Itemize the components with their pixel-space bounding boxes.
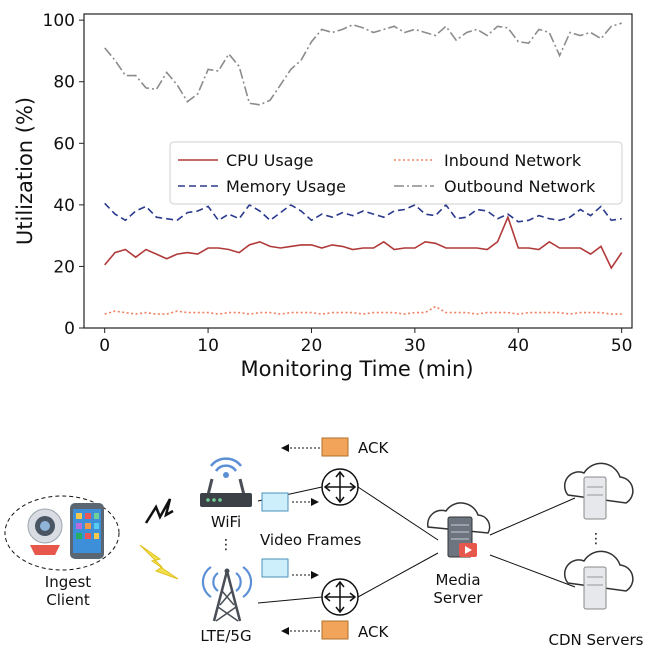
- webcam-icon: [27, 508, 63, 555]
- ack-top-label: ACK: [358, 439, 389, 457]
- video-frames-label: Video Frames: [260, 531, 362, 549]
- video-packet-icon: [261, 492, 289, 512]
- video-packet-icon: [261, 558, 289, 578]
- video-packet-top: [261, 492, 319, 512]
- series-lines: [104, 22, 623, 315]
- x-axis: 0 10 20 30 40 50: [99, 328, 632, 356]
- x-tick-label: 50: [611, 336, 633, 356]
- x-tick-label: 0: [99, 336, 110, 356]
- legend-box: [169, 141, 623, 205]
- series-line-memory-usage: [104, 202, 622, 223]
- legend-label-outbound: Outbound Network: [444, 177, 596, 196]
- wireless-link-cellular-icon: [139, 544, 179, 580]
- plot-frame: [83, 13, 633, 329]
- video-packet-bottom: [261, 558, 319, 579]
- x-tick-label: 20: [301, 336, 323, 356]
- y-tick-label: 100: [43, 11, 75, 31]
- series-line-outbound-network: [104, 22, 622, 106]
- y-axis: 0 20 40 60 80 100: [43, 11, 84, 339]
- ingest-client-label-line2: Client: [46, 591, 90, 609]
- y-tick-label: 60: [53, 134, 75, 154]
- x-tick-label: 40: [507, 336, 529, 356]
- media-server-label-line2: Server: [433, 589, 483, 607]
- wifi-router-icon: [200, 457, 252, 507]
- cell-tower-icon: [201, 566, 253, 622]
- legend: CPU Usage Memory Usage Inbound Network O…: [169, 141, 623, 205]
- ingest-client-boundary: [4, 495, 120, 571]
- streaming-architecture-diagram: Ingest Client WiFi ⋮ LTE/5G: [4, 437, 644, 649]
- ack-bottom: ACK: [281, 620, 389, 641]
- series-line-cpu-usage: [104, 214, 623, 270]
- media-server-icon: [426, 502, 491, 558]
- router-bottom-icon: [321, 578, 359, 616]
- legend-label-inbound: Inbound Network: [444, 151, 582, 170]
- utilization-chart: 0 20 40 60 80 100 0 10 20 30 40 50 Utilization (%)…: [13, 11, 633, 381]
- wifi-label: WiFi: [211, 513, 241, 531]
- x-tick-label: 30: [404, 336, 426, 356]
- cdn-server-top-icon: [563, 462, 634, 520]
- access-ellipsis: ⋮: [219, 537, 233, 553]
- ack-packet-icon: [321, 620, 349, 640]
- series-line-inbound-network: [104, 305, 622, 315]
- cdn-ellipsis: ⋮: [589, 531, 603, 547]
- router-top-icon: [321, 468, 359, 506]
- x-tick-label: 10: [197, 336, 219, 356]
- y-tick-label: 20: [53, 257, 75, 277]
- legend-label-cpu: CPU Usage: [226, 151, 313, 170]
- y-tick-label: 40: [53, 196, 75, 216]
- lte-label: LTE/5G: [200, 627, 251, 645]
- y-tick-label: 0: [64, 319, 75, 339]
- x-axis-label: Monitoring Time (min): [240, 357, 473, 381]
- cdn-servers-label: CDN Servers: [548, 631, 643, 649]
- cdn-server-bottom-icon: [563, 550, 634, 610]
- y-axis-label: Utilization (%): [13, 97, 37, 245]
- media-server-label-line1: Media: [435, 571, 480, 589]
- ack-bottom-label: ACK: [358, 623, 389, 641]
- ingest-client: Ingest Client: [4, 495, 120, 609]
- y-tick-label: 80: [53, 73, 75, 93]
- ack-top: ACK: [281, 437, 389, 457]
- connection-lines: [257, 486, 576, 604]
- wireless-link-wifi-icon: [144, 498, 174, 524]
- legend-label-memory: Memory Usage: [226, 177, 346, 196]
- smartphone-icon: [70, 503, 104, 559]
- ack-packet-icon: [321, 437, 349, 457]
- ingest-client-label-line1: Ingest: [45, 573, 91, 591]
